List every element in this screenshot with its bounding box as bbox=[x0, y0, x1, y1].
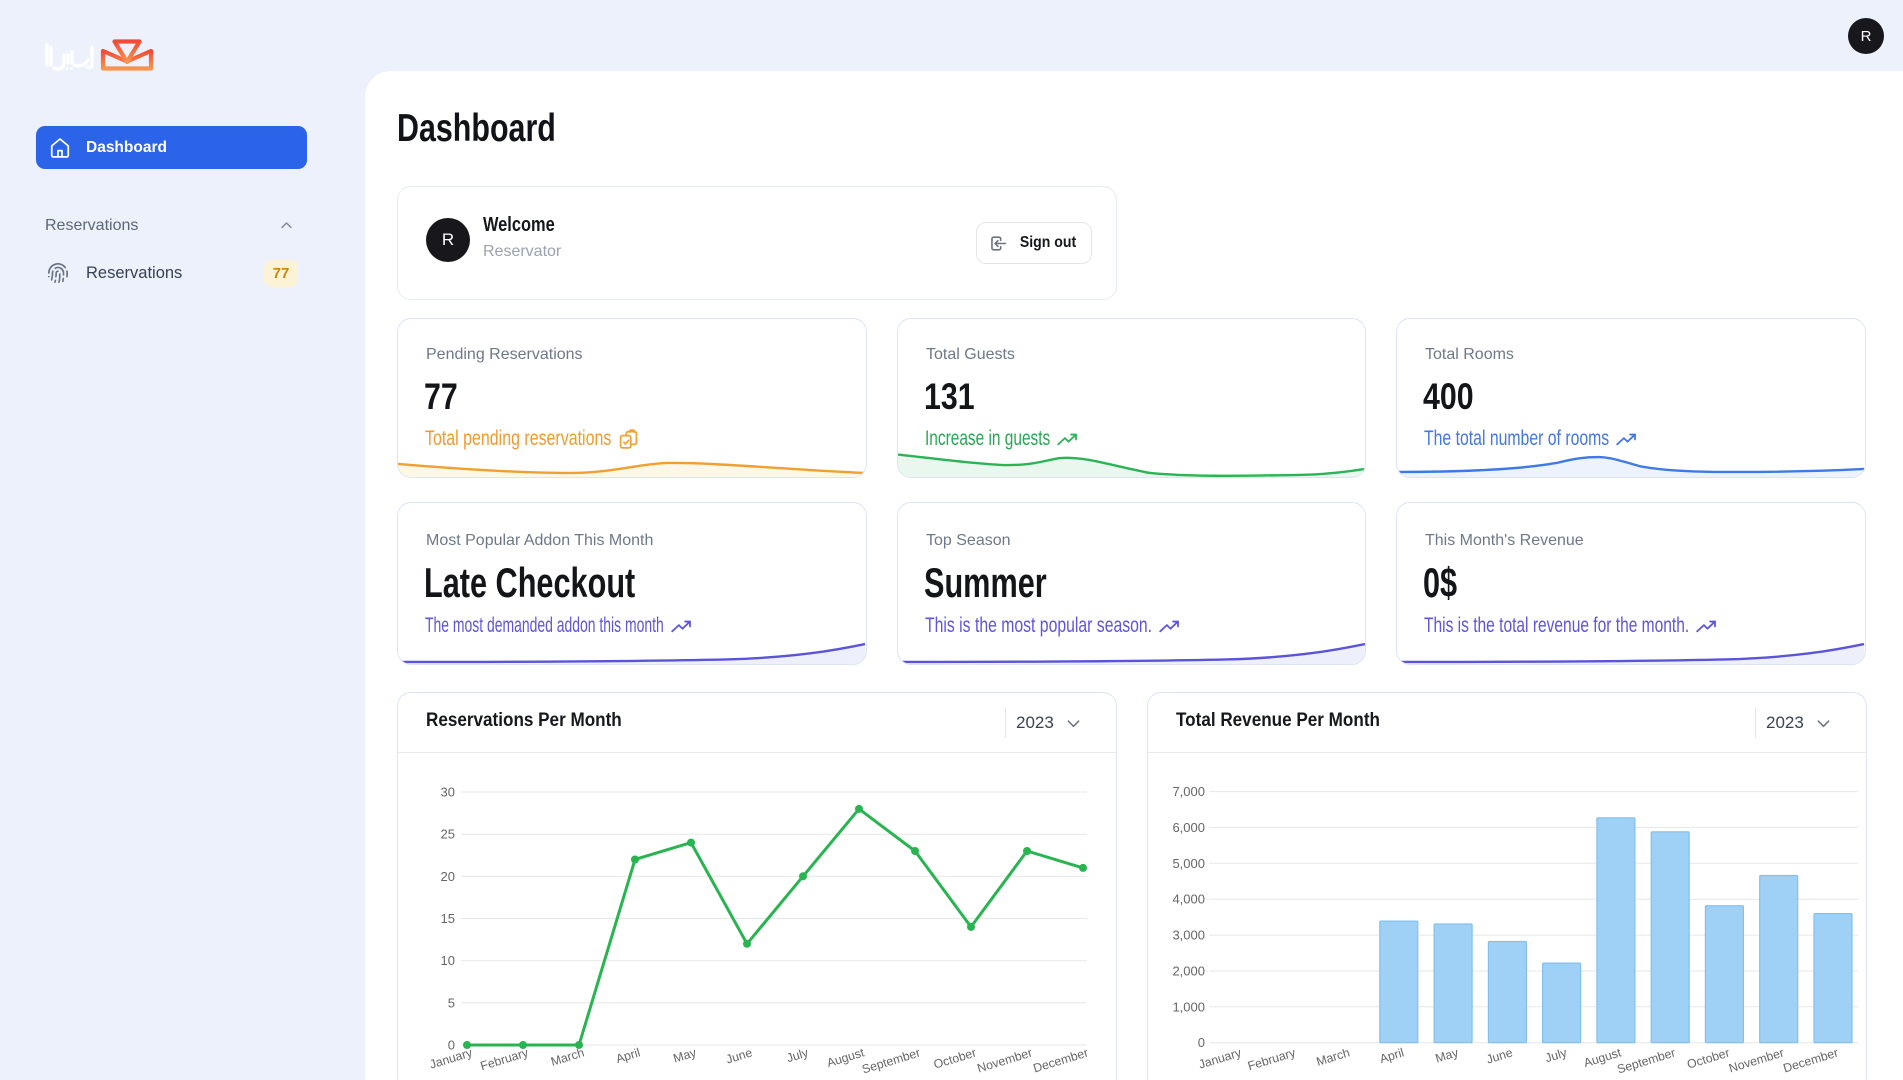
svg-text:October: October bbox=[1685, 1045, 1731, 1071]
svg-text:20: 20 bbox=[441, 869, 455, 884]
svg-text:February: February bbox=[479, 1045, 531, 1073]
svg-text:October: October bbox=[932, 1045, 978, 1071]
svg-text:June: June bbox=[724, 1045, 754, 1066]
svg-text:10: 10 bbox=[441, 953, 455, 968]
svg-text:4,000: 4,000 bbox=[1172, 892, 1205, 907]
svg-text:March: March bbox=[1315, 1045, 1352, 1068]
svg-text:2,000: 2,000 bbox=[1172, 964, 1205, 979]
svg-text:September: September bbox=[1615, 1045, 1677, 1076]
svg-text:November: November bbox=[1727, 1045, 1785, 1075]
svg-text:July: July bbox=[785, 1045, 811, 1065]
svg-text:5: 5 bbox=[448, 995, 455, 1010]
svg-text:June: June bbox=[1485, 1045, 1515, 1066]
svg-text:3,000: 3,000 bbox=[1172, 928, 1205, 943]
svg-text:25: 25 bbox=[441, 827, 455, 842]
svg-text:December: December bbox=[1032, 1045, 1090, 1075]
svg-text:1,000: 1,000 bbox=[1172, 999, 1205, 1014]
svg-text:April: April bbox=[614, 1045, 642, 1066]
svg-text:6,000: 6,000 bbox=[1172, 820, 1205, 835]
svg-text:March: March bbox=[549, 1045, 586, 1068]
svg-text:May: May bbox=[1434, 1045, 1461, 1065]
svg-text:November: November bbox=[976, 1045, 1034, 1075]
svg-text:0: 0 bbox=[1198, 1035, 1205, 1050]
svg-text:December: December bbox=[1782, 1045, 1840, 1075]
svg-text:February: February bbox=[1246, 1045, 1298, 1073]
svg-text:7,000: 7,000 bbox=[1172, 784, 1205, 799]
svg-text:5,000: 5,000 bbox=[1172, 856, 1205, 871]
svg-text:July: July bbox=[1543, 1045, 1569, 1065]
svg-text:30: 30 bbox=[441, 785, 455, 800]
svg-text:September: September bbox=[860, 1045, 922, 1076]
svg-text:0: 0 bbox=[448, 1038, 455, 1053]
svg-text:May: May bbox=[672, 1045, 699, 1065]
svg-text:April: April bbox=[1378, 1045, 1406, 1066]
svg-text:15: 15 bbox=[441, 911, 455, 926]
